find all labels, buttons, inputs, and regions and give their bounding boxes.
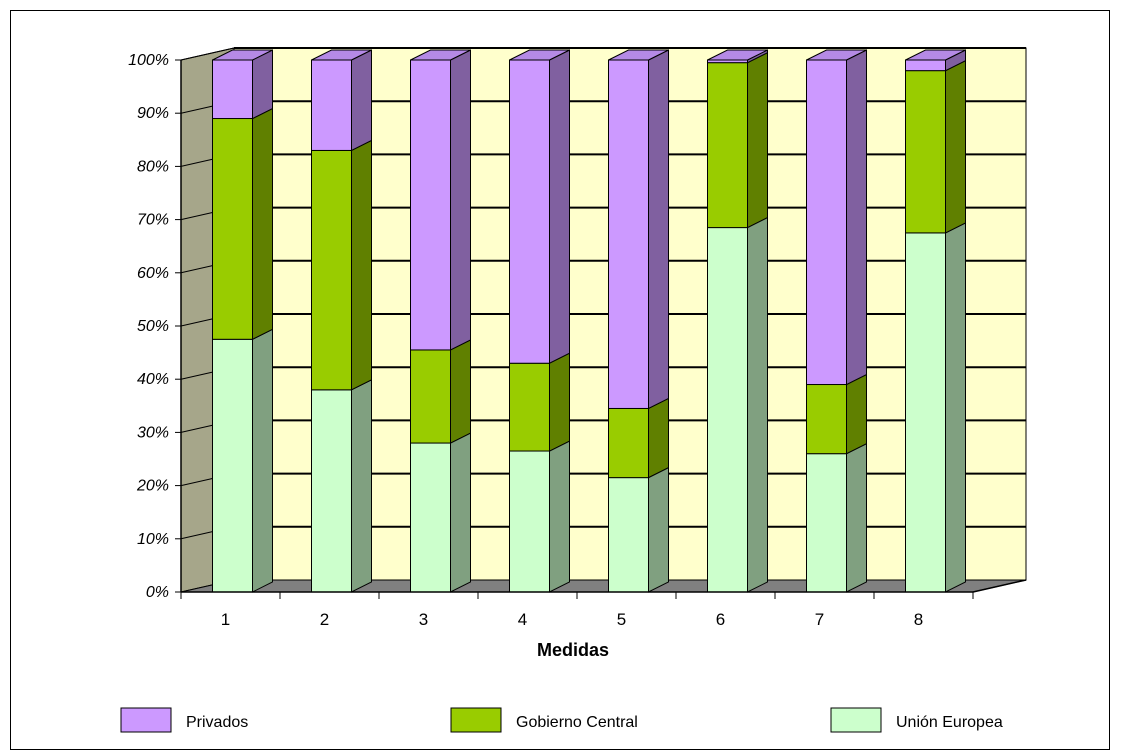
bar-segment (609, 60, 649, 408)
bar-segment-side (847, 444, 867, 592)
bar-segment-side (649, 468, 669, 592)
y-tick-label: 100% (128, 52, 169, 69)
chart: 0% 10% 20% 30% 40% 50% 60% 70% 80% 90% 100% 1 2 3 4 5 6… (11, 11, 1111, 751)
bar-segment-side (748, 53, 768, 228)
bar-stack (609, 50, 669, 592)
bar-segment-side (946, 223, 966, 592)
legend-swatch (831, 708, 881, 732)
bar-segment (411, 443, 451, 592)
y-tick-label: 30% (137, 424, 169, 441)
legend: Privados Gobierno Central Unión Europea (121, 708, 1003, 732)
bar-segment-side (847, 375, 867, 454)
bar-segment-side (847, 50, 867, 385)
y-tick-labels: 0% 10% 20% 30% 40% 50% 60% 70% 80% 90% 100% (128, 52, 169, 601)
x-tick-labels: 1 2 3 4 5 6 7 8 (221, 610, 923, 629)
plot-walls (181, 48, 1026, 592)
x-axis-label: Medidas (537, 640, 609, 660)
bar-segment (807, 385, 847, 454)
x-tick-label: 1 (221, 610, 230, 629)
bar-stack (708, 50, 768, 592)
bar-segment-side (649, 50, 669, 408)
bar-stack (807, 50, 867, 592)
bar-segment (312, 60, 352, 150)
y-tick-label: 20% (136, 478, 169, 495)
bar-stack (213, 50, 273, 592)
y-tick-label: 70% (137, 212, 169, 229)
bar-segment (510, 451, 550, 592)
y-tick-label: 80% (137, 158, 169, 175)
bar-segment (213, 339, 253, 592)
x-tick-label: 4 (518, 610, 527, 629)
bar-segment-side (748, 218, 768, 592)
bar-segment (312, 150, 352, 389)
legend-swatch (121, 708, 171, 732)
legend-swatch (451, 708, 501, 732)
x-tick-label: 6 (716, 610, 725, 629)
bar-segment-side (550, 441, 570, 592)
bar-segment-side (352, 50, 372, 150)
bar-segment (609, 478, 649, 592)
x-tick-label: 3 (419, 610, 428, 629)
bar-stack (906, 50, 966, 592)
bar-stack (510, 50, 570, 592)
bar-segment-side (550, 353, 570, 451)
bar-segment (213, 60, 253, 119)
y-tick-label: 40% (137, 371, 169, 388)
bar-segment (807, 60, 847, 385)
legend-label: Unión Europea (896, 714, 1003, 731)
bar-segment-side (550, 50, 570, 363)
bar-segment (510, 363, 550, 451)
y-tick-label: 50% (137, 318, 169, 335)
bar-segment (708, 228, 748, 592)
bar-segment-side (451, 340, 471, 443)
bar-segment (213, 119, 253, 340)
bar-segment-side (451, 433, 471, 592)
x-tick-label: 7 (815, 610, 824, 629)
bar-segment-side (946, 61, 966, 233)
chart-frame: 0% 10% 20% 30% 40% 50% 60% 70% 80% 90% 100% 1 2 3 4 5 6… (10, 10, 1110, 750)
legend-label: Gobierno Central (516, 714, 638, 731)
bar-segment (411, 60, 451, 350)
bar-segment (609, 408, 649, 477)
x-tick-label: 8 (914, 610, 923, 629)
bar-segment-side (352, 380, 372, 592)
bar-segment (708, 63, 748, 228)
bar-segment-side (451, 50, 471, 350)
x-tick-label: 5 (617, 610, 626, 629)
bar-segment (312, 390, 352, 592)
bar-stack (312, 50, 372, 592)
bar-segment-side (649, 398, 669, 477)
bar-segment-side (352, 140, 372, 389)
y-tick-label: 90% (137, 105, 169, 122)
y-tick-label: 0% (146, 584, 169, 601)
bar-segment (906, 60, 946, 71)
bar-segment (906, 233, 946, 592)
bar-segment-side (253, 50, 273, 119)
bar-stack (411, 50, 471, 592)
x-tick-label: 2 (320, 610, 329, 629)
bar-segment-side (253, 329, 273, 592)
bar-segment (411, 350, 451, 443)
y-tick-label: 60% (137, 265, 169, 282)
bar-segment (510, 60, 550, 363)
legend-label: Privados (186, 714, 248, 731)
bar-segment (807, 454, 847, 592)
bar-segment (906, 71, 946, 233)
bar-segment-side (253, 109, 273, 340)
plot-floor (181, 580, 1026, 592)
y-tick-label: 10% (137, 531, 169, 548)
